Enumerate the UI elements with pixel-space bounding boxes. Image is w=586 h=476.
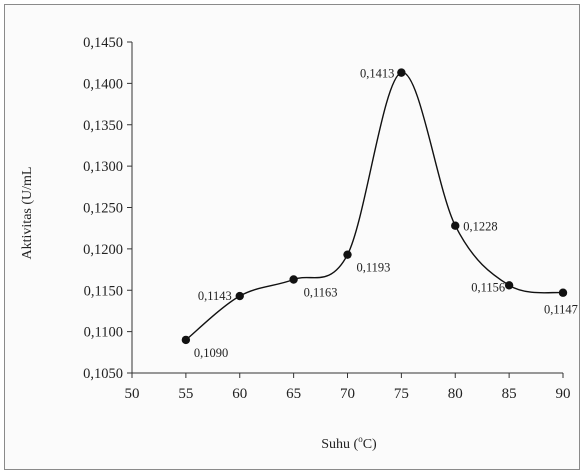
x-axis-label: Suhu (oC) (321, 434, 377, 452)
y-tick-label: 0,1350 (83, 118, 123, 134)
x-tick-label: 65 (286, 386, 301, 402)
data-label: 0,1163 (304, 285, 338, 299)
data-point (397, 68, 406, 77)
x-axis-label-suffix: C) (363, 437, 377, 452)
y-tick-label: 0,1250 (83, 201, 123, 217)
chart-svg: 0,1050 0,1100 0,1150 0,1200 0,1250 0,1300 0,13… (20, 35, 578, 452)
data-points (181, 68, 568, 345)
data-point (504, 281, 514, 290)
data-label: 0,1156 (471, 280, 505, 294)
y-tick-label: 0,1200 (83, 242, 123, 258)
data-label: 0,1193 (357, 261, 391, 275)
y-axis-label: Aktivitas (U/mL (20, 167, 35, 260)
data-label: 0,1143 (198, 289, 232, 303)
x-tick-label: 55 (178, 386, 193, 402)
data-label: 0,1228 (463, 220, 497, 234)
y-tick-label: 0,1150 (84, 283, 123, 299)
y-tick-label: 0,1050 (83, 366, 123, 382)
data-label: 0,1147 (544, 303, 578, 317)
data-point (451, 221, 460, 230)
data-point (343, 250, 352, 259)
chart-frame: 0,1050 0,1100 0,1150 0,1200 0,1250 0,1300 0,13… (4, 4, 580, 470)
x-tick-label: 50 (125, 386, 140, 402)
x-tick-label: 90 (556, 386, 571, 402)
x-tick-label: 70 (340, 386, 355, 402)
y-tick-label: 0,1100 (84, 325, 123, 341)
x-axis: 50 55 60 65 70 75 80 85 90 (125, 372, 571, 402)
y-tick-label: 0,1400 (83, 76, 123, 92)
data-label: 0,1090 (194, 346, 228, 360)
y-tick-label: 0,1450 (83, 35, 123, 51)
x-tick-label: 60 (232, 386, 247, 402)
x-tick-label: 80 (448, 386, 463, 402)
series-line (185, 71, 564, 341)
y-axis: 0,1050 0,1100 0,1150 0,1200 0,1250 0,1300 0,13… (83, 35, 133, 382)
y-tick-label: 0,1300 (83, 159, 123, 175)
data-label: 0,1413 (360, 67, 394, 81)
x-tick-label: 85 (502, 386, 517, 402)
data-point (235, 291, 244, 301)
data-point (558, 288, 568, 297)
data-labels: 0,1090 0,1143 0,1163 0,1193 0,1413 0,1228 0,11… (194, 67, 578, 360)
x-axis-label-degree: o (358, 434, 363, 444)
x-axis-label-prefix: Suhu ( (321, 437, 358, 452)
data-point (181, 335, 191, 345)
data-point (289, 275, 298, 284)
x-tick-label: 75 (394, 386, 409, 402)
